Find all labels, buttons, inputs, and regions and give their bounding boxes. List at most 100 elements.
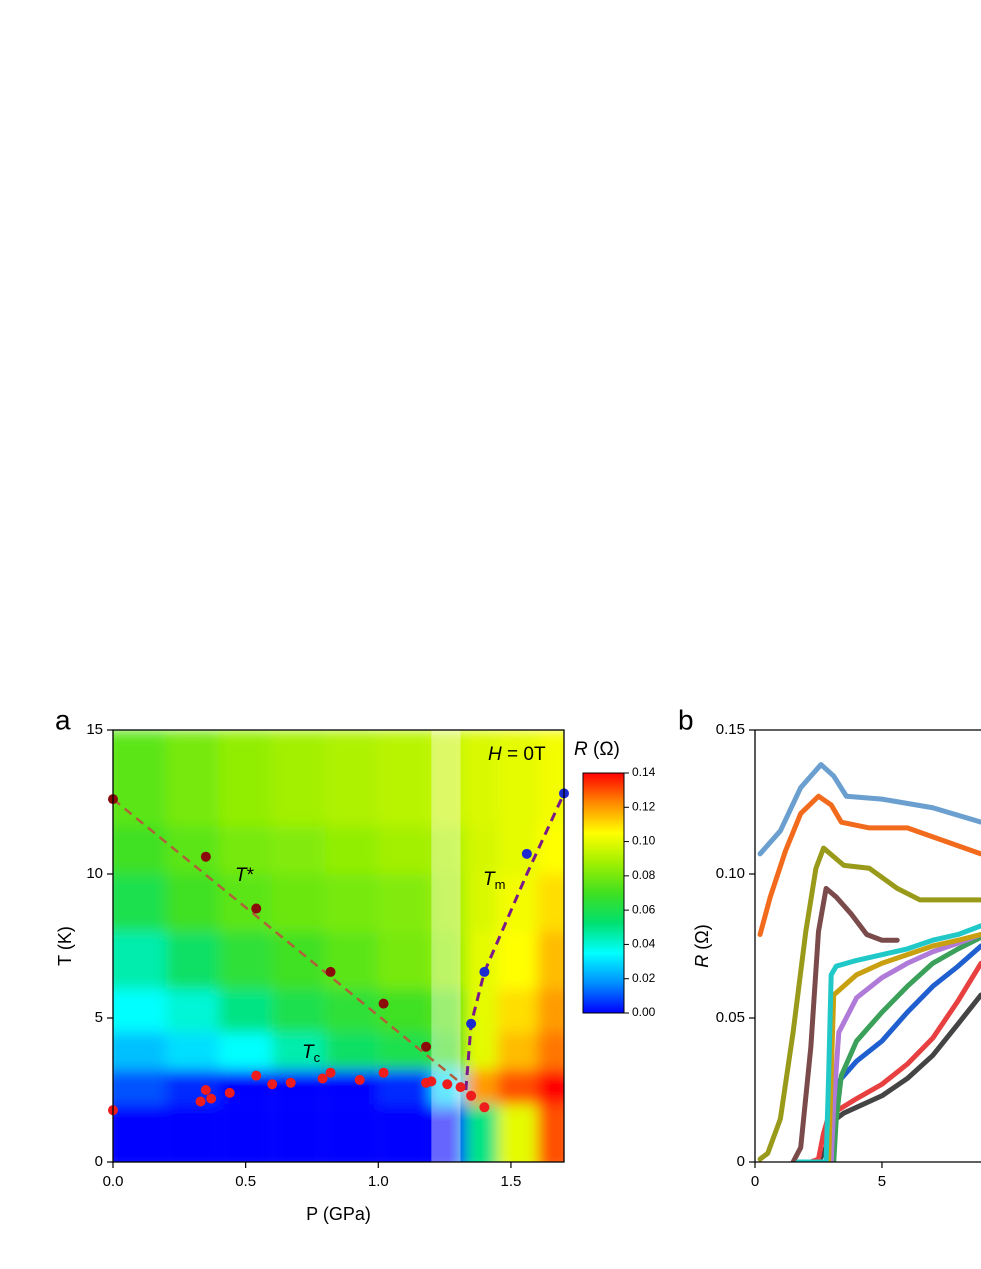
colorbar — [582, 772, 625, 1014]
heatmap-cell — [497, 730, 538, 827]
data-point — [317, 1073, 328, 1084]
fit-line — [113, 798, 467, 1089]
colorbar-tick-label: 0.10 — [632, 834, 656, 848]
heatmap-cell — [537, 730, 564, 827]
heatmap-cell — [219, 989, 273, 1033]
y-tick-label: 0 — [737, 1153, 745, 1170]
fit-line — [464, 792, 564, 1091]
data-point — [325, 1067, 336, 1078]
annotation: T* — [235, 865, 255, 886]
heatmap — [113, 730, 564, 1162]
data-point — [426, 1076, 437, 1087]
heatmap-cell — [431, 874, 466, 932]
heatmap-cell — [272, 874, 326, 932]
annotation-italic: H — [488, 744, 502, 765]
y-tick-label: 15 — [86, 721, 103, 738]
data-point — [479, 966, 490, 977]
x-tick-label: 5 — [878, 1173, 886, 1190]
data-point — [267, 1079, 278, 1090]
heatmap-cell — [431, 989, 466, 1033]
heatmap-cell — [272, 730, 326, 827]
data-point — [325, 966, 336, 977]
data-point — [206, 1093, 217, 1104]
y-axis-label-italic: R — [692, 955, 712, 968]
shaded-band — [431, 730, 461, 1162]
heatmap-cell — [497, 931, 538, 990]
heatmap-cell — [166, 1032, 220, 1070]
heatmap-cell — [378, 730, 432, 827]
y-axis-label: R (Ω) — [692, 924, 712, 967]
curve — [828, 931, 981, 1162]
heatmap-cell — [465, 874, 498, 932]
heatmap-cell — [219, 1104, 273, 1162]
y-tick-label: 0 — [95, 1153, 103, 1170]
heatmap-cell — [113, 874, 167, 932]
heatmap-cell — [166, 931, 220, 990]
heatmap-cell — [166, 989, 220, 1033]
heatmap-cell — [431, 1104, 466, 1162]
heatmap-cell — [272, 1032, 326, 1070]
data-point — [521, 848, 532, 859]
curve — [757, 845, 981, 1162]
heatmap-cell — [219, 931, 273, 990]
heatmap-cell — [272, 1104, 326, 1162]
heatmap-cell — [537, 1104, 564, 1162]
heatmap-cell — [325, 1032, 379, 1070]
heatmap-cell — [219, 730, 273, 827]
heatmap-cell — [325, 874, 379, 932]
annotation-italic: T — [302, 1042, 315, 1063]
heatmap-cell — [537, 1069, 564, 1105]
heatmap-cell — [166, 730, 220, 827]
heatmap-clip — [113, 730, 564, 1162]
colorbar-tick-label: 0.12 — [632, 799, 656, 813]
colorbar-tick-label: 0.06 — [632, 902, 656, 916]
data-point — [251, 903, 262, 914]
heatmap-cell — [325, 989, 379, 1033]
x-tick-label: 0 — [751, 1173, 759, 1190]
annotation-sub: c — [314, 1050, 321, 1065]
colorbar-tick-label: 0.08 — [632, 868, 656, 882]
data-point — [200, 851, 211, 862]
heatmap-cell — [113, 989, 167, 1033]
heatmap-cell — [166, 1104, 220, 1162]
annotation-text: * — [247, 865, 255, 886]
curve — [790, 885, 900, 1162]
annotation: H = 0T — [488, 744, 546, 765]
y-tick-label: 10 — [86, 865, 103, 882]
heatmap-cell — [219, 874, 273, 932]
x-tick-label: 1.0 — [368, 1173, 389, 1190]
heatmap-cell — [378, 1104, 432, 1162]
heatmap-cell — [272, 989, 326, 1033]
data-point — [466, 1090, 477, 1101]
colorbar-label: R (Ω) — [574, 739, 620, 760]
heatmap-cell — [378, 989, 432, 1033]
annotation-text: = 0T — [502, 744, 546, 765]
data-point — [195, 1096, 206, 1107]
colorbar-tick-label: 0.04 — [632, 937, 656, 951]
heatmap-cell — [113, 1069, 167, 1105]
heatmap-cell — [325, 730, 379, 827]
curve — [795, 923, 981, 1162]
data-point — [455, 1082, 466, 1093]
y-axis-label-text: (Ω) — [692, 924, 712, 954]
y-tick-label: 5 — [95, 1009, 103, 1026]
annotation-sub: m — [495, 877, 506, 892]
data-point — [378, 998, 389, 1009]
curve — [808, 960, 981, 1162]
heatmap-cell — [431, 1032, 466, 1070]
heatmap-cell — [465, 730, 498, 827]
data-point — [200, 1085, 211, 1095]
annotation-italic: T — [235, 865, 248, 886]
annotation: Tc — [302, 1042, 321, 1065]
x-axis-label: P (GPa) — [306, 1204, 371, 1224]
data-point — [251, 1070, 262, 1081]
heatmap-cell — [219, 1069, 273, 1105]
data-point — [378, 1067, 389, 1078]
heatmap-cell — [431, 730, 466, 827]
heatmap-cell — [537, 874, 564, 932]
plot-frame — [112, 729, 565, 1163]
data-point — [479, 1102, 490, 1113]
curve — [757, 762, 981, 857]
curve — [826, 931, 981, 1162]
